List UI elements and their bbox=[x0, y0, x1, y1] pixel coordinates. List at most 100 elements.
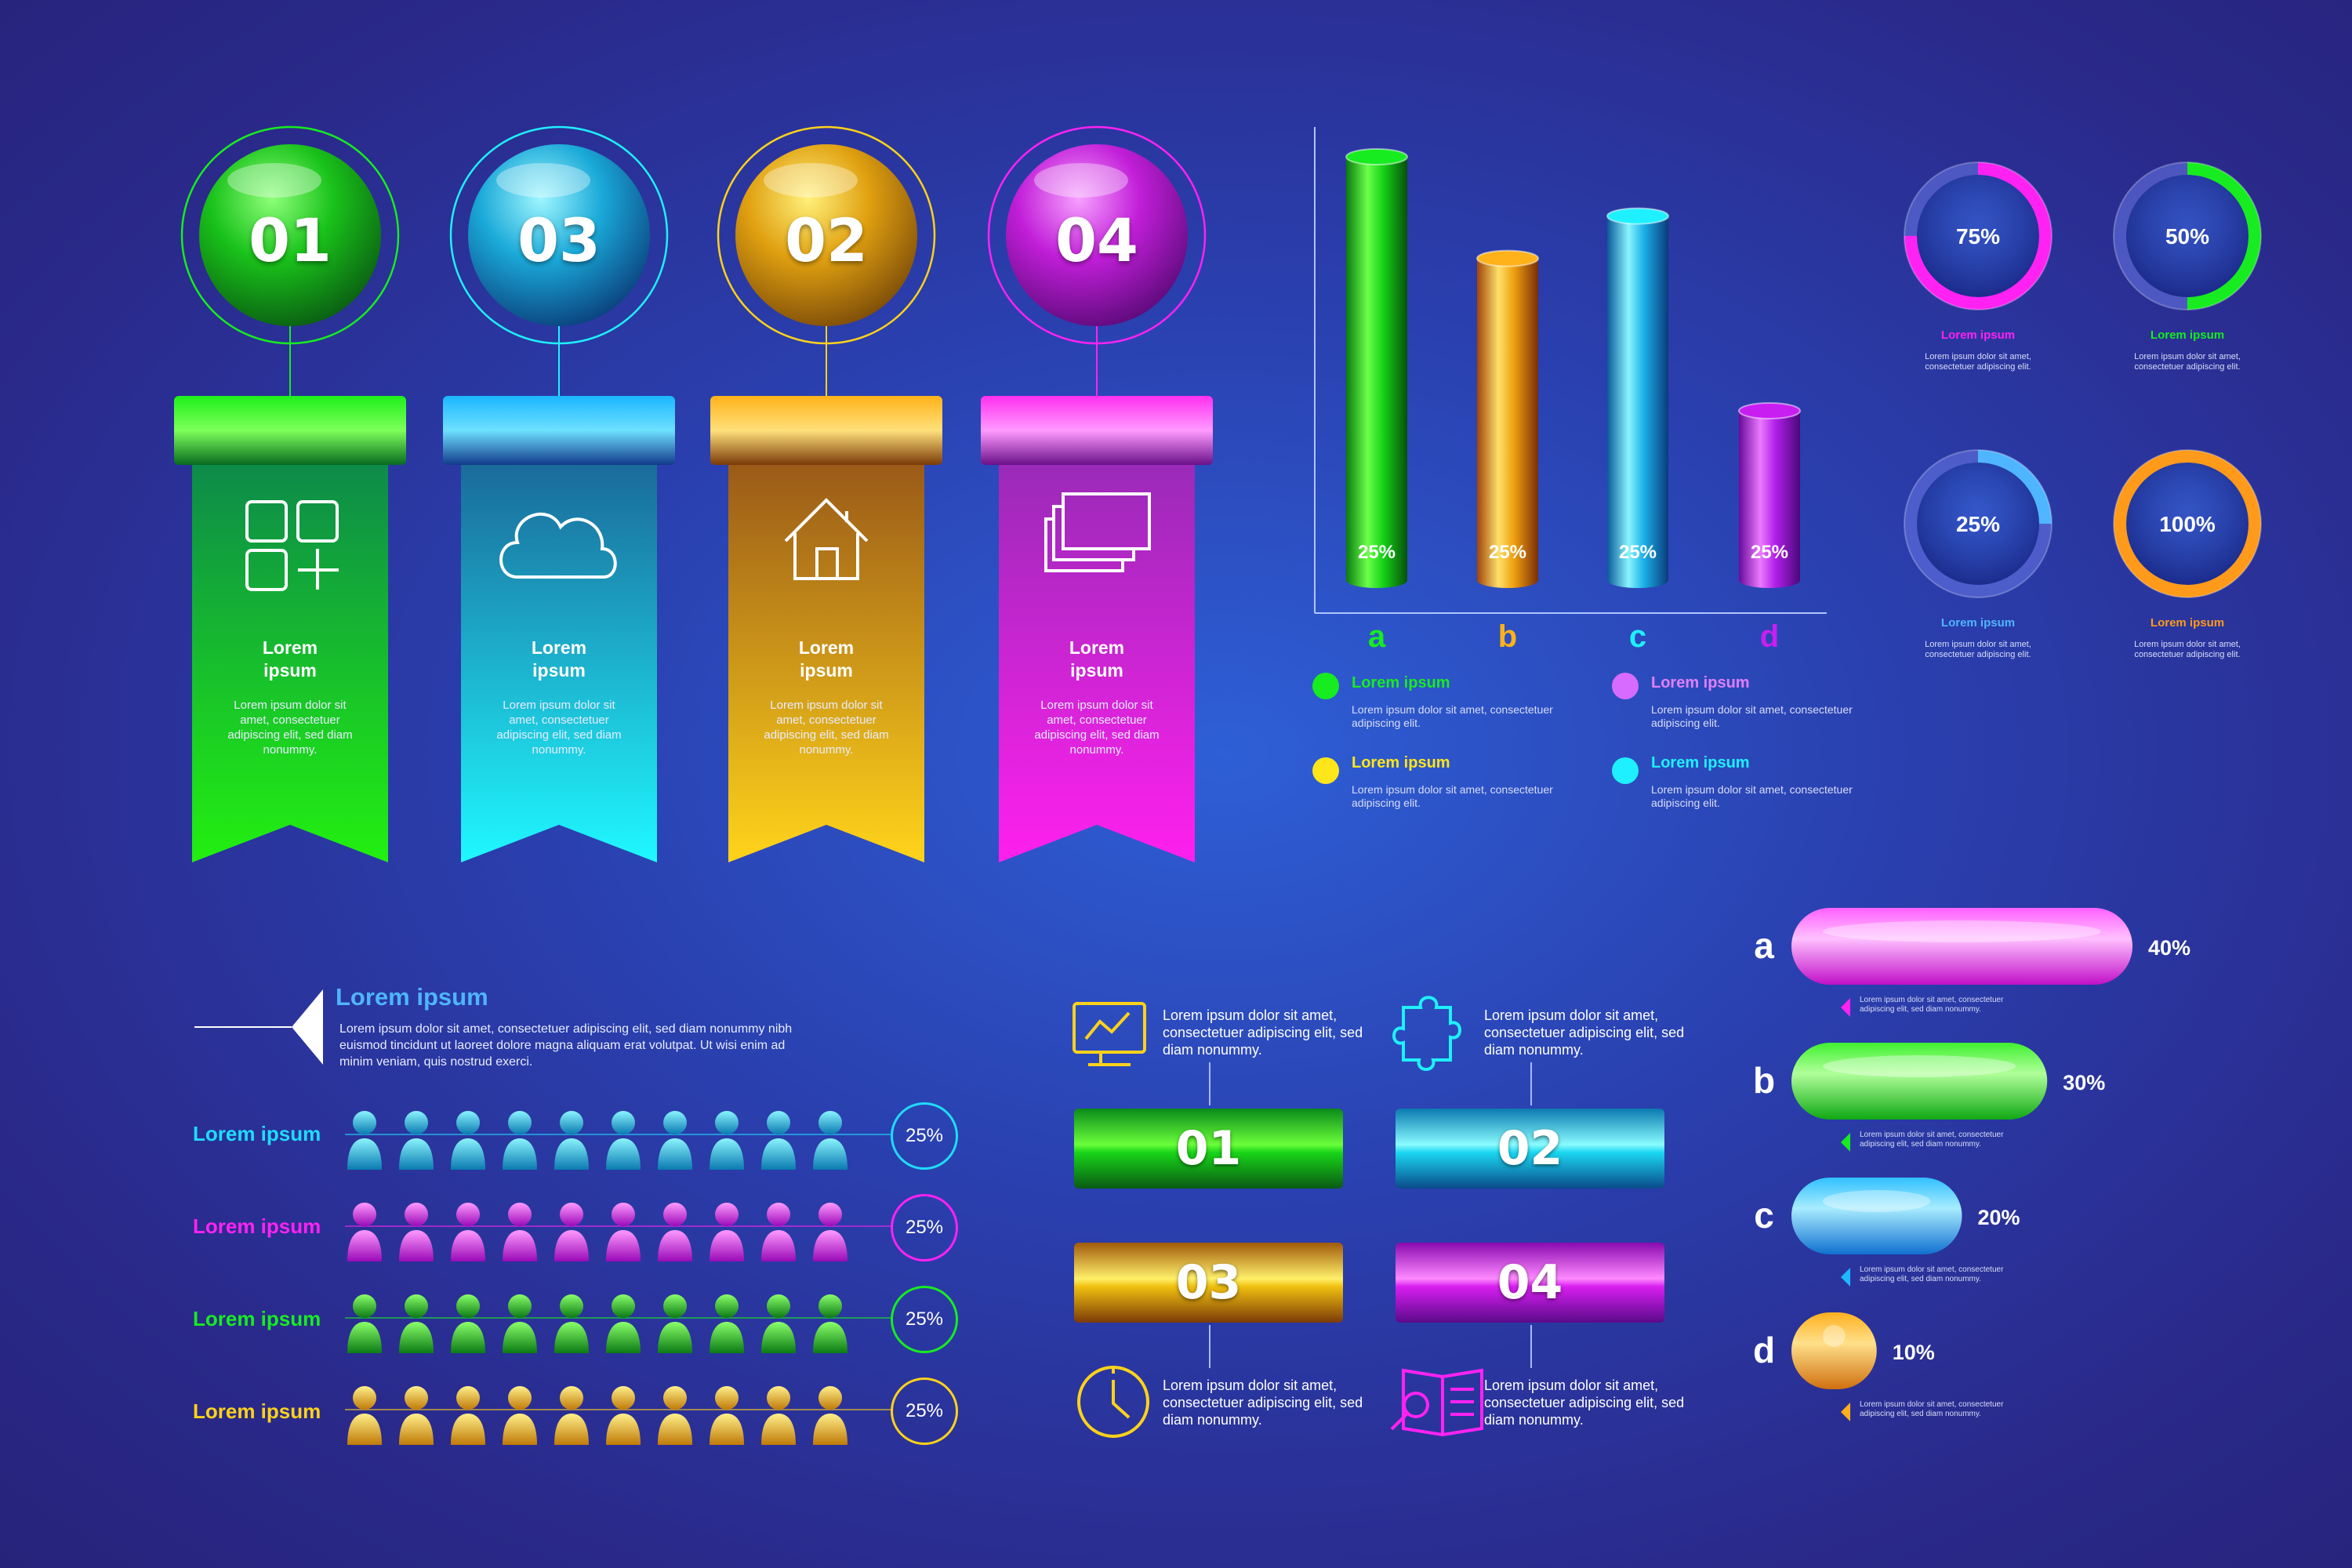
ring-chart: 100% bbox=[2113, 449, 2262, 598]
person-icon bbox=[606, 1111, 641, 1170]
bar-category-label: b bbox=[1498, 619, 1517, 654]
legend-dot bbox=[1312, 673, 1339, 699]
person-icon bbox=[503, 1111, 537, 1170]
bar-category-label: c bbox=[1629, 619, 1646, 654]
ring-caption: Lorem ipsum bbox=[2150, 616, 2225, 630]
pill-note-arrow bbox=[1841, 1133, 1850, 1152]
ring-caption: Lorem ipsum bbox=[1940, 616, 2016, 630]
ribbon-title: Lorem ipsum bbox=[531, 637, 587, 681]
ring-text: Lorem ipsum dolor sit amet, consectetuer… bbox=[1925, 640, 2031, 659]
people-percent: 25% bbox=[905, 1217, 944, 1238]
legend-title: Lorem ipsum bbox=[1651, 754, 1750, 771]
ring-value-arc bbox=[1904, 162, 2052, 310]
ribbon-title: Lorem ipsum bbox=[798, 637, 855, 681]
bar-c bbox=[1606, 207, 1669, 588]
person-icon bbox=[451, 1294, 485, 1353]
bar-chart-axes bbox=[1314, 127, 1827, 614]
step-number: 01 bbox=[1175, 1121, 1242, 1176]
pill-percent-label: 30% bbox=[2063, 1071, 2105, 1094]
pill-note: Lorem ipsum dolor sit amet, consectetuer… bbox=[1860, 1265, 2004, 1283]
pill-bar-b bbox=[1791, 1043, 2048, 1120]
people-percent-circle: 25% bbox=[891, 1102, 958, 1170]
bar-value-label: 25% bbox=[1619, 542, 1657, 563]
people-percent-circle: 25% bbox=[891, 1377, 958, 1445]
person-icon bbox=[761, 1203, 796, 1261]
people-percent-circle: 25% bbox=[891, 1194, 958, 1261]
pill-note: Lorem ipsum dolor sit amet, consectetuer… bbox=[1860, 1400, 2004, 1418]
bar-value-label: 25% bbox=[1358, 542, 1396, 563]
ring-value-arc bbox=[2114, 162, 2261, 310]
person-icon bbox=[761, 1386, 796, 1445]
ring-percent-label: 100% bbox=[2159, 512, 2216, 536]
person-icon bbox=[554, 1294, 589, 1353]
pill-bar-a bbox=[1791, 908, 2132, 985]
people-row-label: Lorem ipsum bbox=[193, 1399, 321, 1423]
person-icon bbox=[503, 1386, 537, 1445]
person-icon bbox=[710, 1294, 744, 1353]
ribbon-number: 04 bbox=[1055, 205, 1138, 275]
people-header-title: Lorem ipsum bbox=[336, 983, 488, 1011]
puzzle-icon bbox=[1392, 996, 1461, 1071]
legend-text: Lorem ipsum dolor sit amet, consectetuer… bbox=[1651, 783, 1853, 809]
legend-dot bbox=[1312, 757, 1339, 784]
person-icon bbox=[451, 1386, 485, 1445]
step-number: 02 bbox=[1497, 1121, 1563, 1176]
ribbon-text: Lorem ipsum dolor sit amet, consectetuer… bbox=[764, 699, 889, 757]
legend-title: Lorem ipsum bbox=[1352, 754, 1450, 771]
legend-dot bbox=[1612, 757, 1639, 784]
grid-plus-icon bbox=[245, 500, 339, 591]
step-text: Lorem ipsum dolor sit amet, consectetuer… bbox=[1484, 1007, 1685, 1058]
step-number: 04 bbox=[1497, 1255, 1563, 1310]
legend-dot bbox=[1612, 673, 1639, 699]
legend-title: Lorem ipsum bbox=[1352, 674, 1450, 691]
person-icon bbox=[554, 1111, 589, 1170]
person-icon bbox=[399, 1386, 434, 1445]
ring-chart: 50% bbox=[2113, 162, 2262, 310]
person-icon bbox=[761, 1111, 796, 1170]
person-icon bbox=[710, 1203, 744, 1261]
ribbon-text: Lorem ipsum dolor sit amet, consectetuer… bbox=[227, 699, 353, 757]
person-icon bbox=[658, 1386, 692, 1445]
ribbon-graphics bbox=[174, 125, 1213, 862]
step-connectors bbox=[1209, 1062, 1532, 1368]
pill-category-label: c bbox=[1754, 1195, 1774, 1236]
ribbon-text: Lorem ipsum dolor sit amet, consectetuer… bbox=[496, 699, 622, 757]
pill-note: Lorem ipsum dolor sit amet, consectetuer… bbox=[1860, 996, 2004, 1014]
person-icon bbox=[554, 1203, 589, 1261]
ring-text: Lorem ipsum dolor sit amet, consectetuer… bbox=[1925, 352, 2031, 372]
pill-note-arrow bbox=[1841, 998, 1850, 1017]
people-percent: 25% bbox=[905, 1400, 944, 1421]
people-row-label: Lorem ipsum bbox=[193, 1214, 321, 1238]
pill-bar-d bbox=[1791, 1312, 1877, 1389]
ring-caption: Lorem ipsum bbox=[2150, 328, 2225, 342]
pill-note: Lorem ipsum dolor sit amet, consectetuer… bbox=[1860, 1131, 2004, 1149]
person-icon bbox=[813, 1111, 848, 1170]
bar-value-label: 25% bbox=[1751, 542, 1788, 563]
person-icon bbox=[710, 1386, 744, 1445]
person-icon bbox=[554, 1386, 589, 1445]
pill-note-arrow bbox=[1841, 1403, 1850, 1421]
clock-icon bbox=[1077, 1366, 1149, 1438]
ring-percent-label: 50% bbox=[2165, 224, 2209, 249]
cloud-icon bbox=[499, 512, 617, 579]
bar-category-label: d bbox=[1760, 619, 1779, 654]
ribbon-title: Lorem ipsum bbox=[262, 637, 318, 681]
people-percent: 25% bbox=[905, 1308, 944, 1330]
bar-a bbox=[1345, 148, 1408, 588]
bar-value-label: 25% bbox=[1489, 542, 1526, 563]
person-icon bbox=[606, 1203, 641, 1261]
person-icon bbox=[658, 1203, 692, 1261]
person-icon bbox=[606, 1386, 641, 1445]
person-icon bbox=[451, 1203, 485, 1261]
step-text: Lorem ipsum dolor sit amet, consectetuer… bbox=[1484, 1377, 1685, 1428]
bar-d bbox=[1738, 402, 1801, 588]
legend-title: Lorem ipsum bbox=[1651, 674, 1750, 691]
person-icon bbox=[503, 1203, 537, 1261]
pill-category-label: a bbox=[1754, 925, 1774, 966]
ring-percent-label: 75% bbox=[1956, 224, 2000, 249]
step-number: 03 bbox=[1175, 1255, 1242, 1310]
legend-text: Lorem ipsum dolor sit amet, consectetuer… bbox=[1352, 783, 1553, 809]
ribbon-text: Lorem ipsum dolor sit amet, consectetuer… bbox=[1034, 699, 1160, 757]
person-icon bbox=[347, 1111, 382, 1170]
